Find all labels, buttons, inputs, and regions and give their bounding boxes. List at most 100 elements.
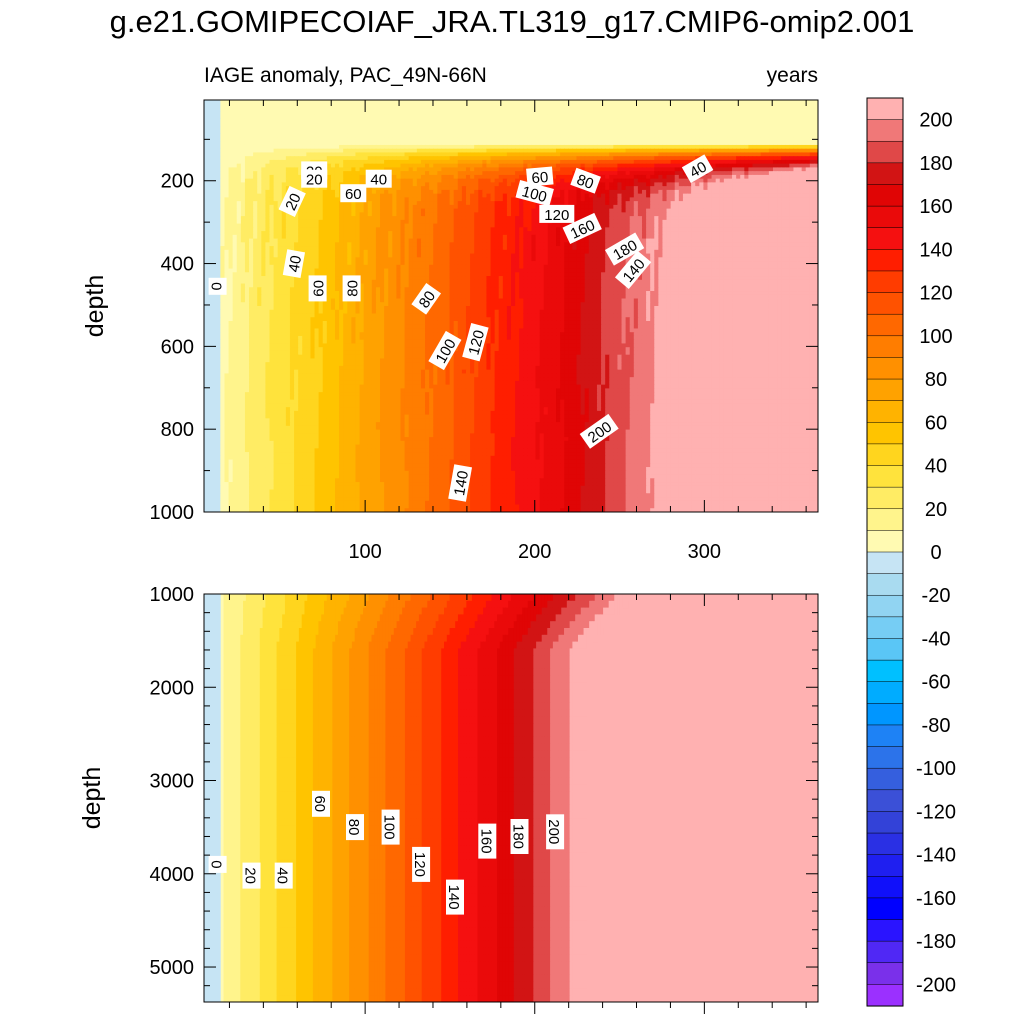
upper-heat-cell	[429, 201, 434, 206]
upper-heat-cell	[527, 163, 533, 169]
upper-heat-cell	[494, 148, 500, 154]
upper-heat-cell	[249, 126, 254, 131]
upper-heat-cell	[371, 126, 377, 131]
upper-heat-cell	[289, 163, 295, 169]
upper-heat-cell	[249, 100, 254, 105]
upper-heat-cell	[687, 212, 692, 217]
upper-heat-cell	[232, 156, 238, 161]
upper-heat-cell	[556, 137, 561, 142]
upper-heat-cell	[236, 129, 242, 135]
upper-heat-cell	[339, 201, 344, 206]
upper-heat-cell	[236, 114, 242, 120]
upper-heat-cell	[527, 204, 533, 210]
upper-heat-cell	[772, 216, 778, 221]
upper-heat-cell	[768, 182, 774, 187]
upper-heat-cell	[740, 107, 745, 112]
upper-heat-cell	[330, 208, 336, 213]
upper-heat-cell	[576, 197, 582, 202]
upper-heat-cell	[285, 122, 291, 127]
upper-heat-cell	[285, 129, 291, 135]
upper-heat-cell	[228, 152, 234, 157]
upper-heat-cell	[224, 122, 230, 127]
upper-heat-cell	[232, 193, 238, 198]
upper-heat-cell	[240, 148, 246, 154]
upper-heat-cell	[592, 114, 598, 120]
upper-heat-cell	[625, 126, 631, 131]
upper-heat-cell	[760, 141, 766, 146]
upper-heat-cell	[658, 144, 664, 150]
upper-heat-cell	[813, 208, 818, 213]
upper-heat-cell	[703, 174, 709, 180]
upper-heat-cell	[425, 197, 430, 202]
upper-heat-cell	[339, 204, 344, 210]
upper-heat-cell	[637, 208, 643, 213]
upper-heat-cell	[465, 189, 471, 195]
upper-heat-cell	[244, 122, 250, 127]
upper-heat-cell	[347, 174, 352, 180]
upper-heat-cell	[785, 137, 790, 142]
upper-heat-cell	[633, 152, 639, 157]
upper-heat-cell	[691, 141, 696, 146]
upper-heat-cell	[605, 186, 610, 191]
upper-heat-cell	[732, 189, 737, 195]
upper-heat-cell	[490, 178, 496, 183]
upper-heat-cell	[416, 189, 422, 195]
upper-heat-cell	[416, 141, 422, 146]
upper-heat-cell	[625, 159, 631, 165]
upper-heat-cell	[723, 148, 729, 154]
upper-heat-cell	[465, 118, 471, 124]
upper-heat-cell	[478, 159, 483, 165]
upper-heat-cell	[511, 122, 516, 127]
upper-heat-cell	[318, 223, 324, 228]
upper-heat-cell	[711, 137, 717, 142]
upper-heat-cell	[465, 156, 471, 161]
upper-heat-cell	[441, 126, 447, 131]
upper-heat-cell	[228, 133, 234, 139]
upper-heat-cell	[646, 193, 651, 198]
upper-heat-cell	[560, 156, 565, 161]
upper-heat-cell	[641, 141, 647, 146]
upper-heat-cell	[470, 159, 475, 165]
upper-heat-cell	[339, 100, 344, 105]
upper-heat-cell	[588, 193, 594, 198]
upper-heat-cell	[445, 118, 451, 124]
upper-heat-cell	[752, 171, 758, 176]
upper-heat-cell	[232, 137, 238, 142]
upper-heat-cell	[768, 208, 774, 213]
upper-heat-cell	[298, 159, 303, 165]
upper-heat-cell	[216, 163, 221, 169]
upper-heat-cell	[265, 103, 271, 109]
upper-heat-cell	[637, 189, 643, 195]
upper-heat-cell	[556, 186, 561, 191]
upper-heat-cell	[310, 156, 316, 161]
upper-heat-cell	[208, 219, 213, 225]
upper-heat-cell	[523, 204, 528, 210]
upper-heat-cell	[265, 204, 271, 210]
upper-heat-cell	[240, 156, 246, 161]
upper-heat-cell	[572, 141, 578, 146]
upper-heat-cell	[261, 178, 266, 183]
upper-heat-cell	[531, 126, 537, 131]
upper-heat-cell	[212, 107, 217, 112]
upper-heat-cell	[699, 212, 704, 217]
upper-heat-cell	[805, 103, 811, 109]
upper-heat-cell	[777, 129, 782, 135]
upper-heat-cell	[367, 152, 373, 157]
upper-heat-cell	[261, 133, 266, 139]
upper-heat-cell	[654, 100, 659, 105]
upper-heat-cell	[813, 197, 818, 202]
upper-heat-cell	[228, 223, 234, 228]
upper-heat-cell	[744, 189, 750, 195]
upper-heat-cell	[760, 133, 766, 139]
upper-heat-cell	[392, 167, 397, 172]
upper-heat-cell	[756, 159, 762, 165]
upper-heat-cell	[605, 212, 610, 217]
upper-heat-cell	[736, 197, 741, 202]
upper-heat-cell	[740, 167, 745, 172]
upper-heat-cell	[772, 178, 778, 183]
upper-heat-cell	[687, 137, 692, 142]
upper-heat-cell	[777, 107, 782, 112]
upper-heat-cell	[519, 107, 524, 112]
upper-heat-cell	[490, 156, 496, 161]
upper-heat-cell	[691, 156, 696, 161]
